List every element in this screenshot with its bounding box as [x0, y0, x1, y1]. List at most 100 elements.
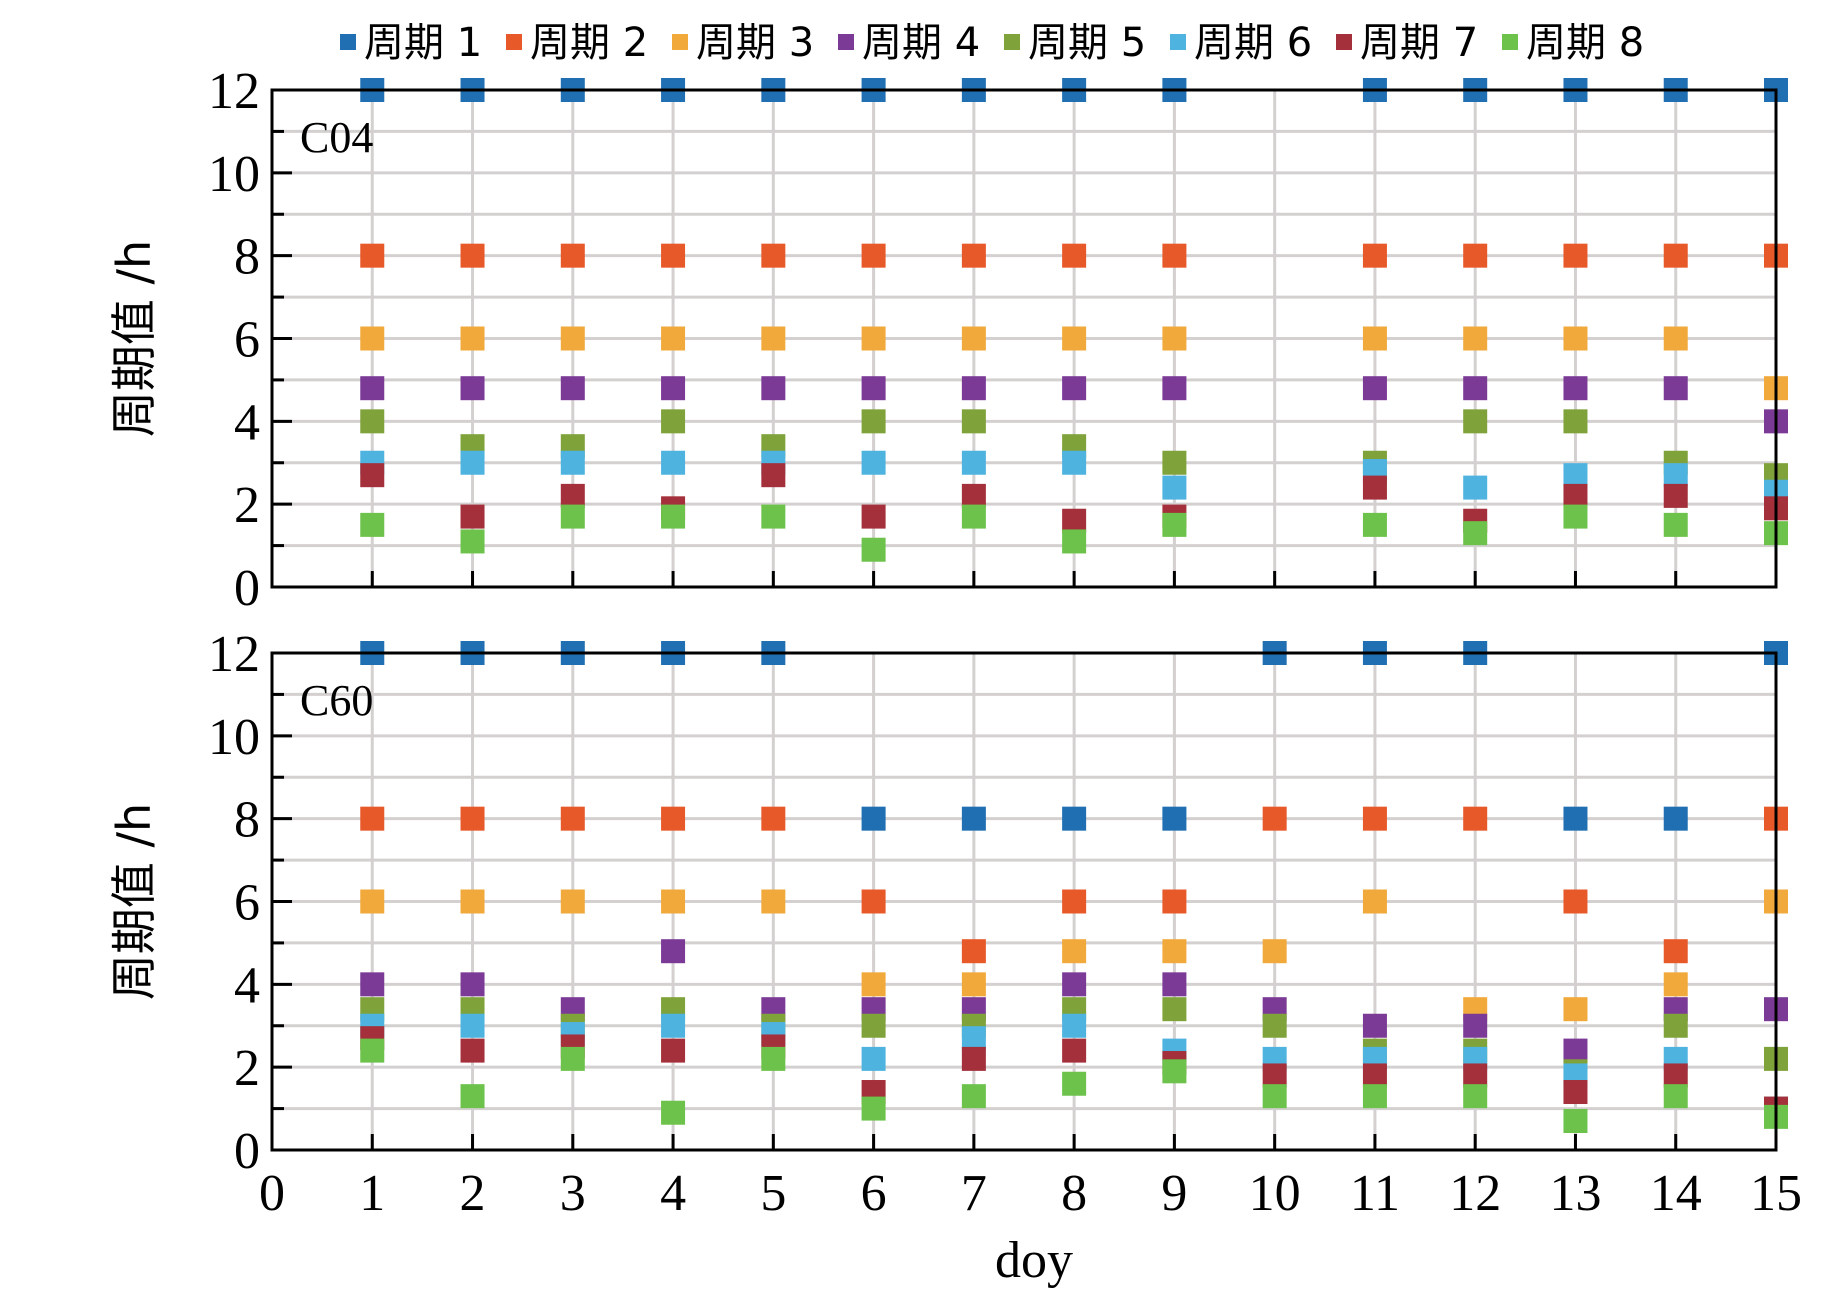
data-point [761, 806, 786, 831]
data-point [961, 504, 986, 529]
x-tick-label: 0 [259, 1165, 285, 1222]
legend-label: 周期 4 [862, 20, 980, 66]
x-tick-label: 8 [1061, 1165, 1087, 1222]
x-tick-label: 1 [359, 1165, 385, 1222]
data-point [861, 326, 886, 351]
data-point [861, 889, 886, 914]
x-tick-label: 11 [1350, 1165, 1400, 1222]
data-point [1062, 806, 1087, 831]
data-point [560, 326, 585, 351]
data-point [460, 376, 485, 401]
data-point [1262, 939, 1287, 964]
data-point [1663, 1084, 1688, 1109]
data-point [661, 889, 686, 914]
data-point [761, 243, 786, 268]
data-point [861, 409, 886, 434]
data-point [961, 450, 986, 475]
series-8 [360, 504, 1788, 562]
series-2 [360, 243, 1788, 268]
data-point [1663, 806, 1688, 831]
data-point [1362, 806, 1387, 831]
legend-label: 周期 6 [1194, 20, 1312, 66]
data-point [1563, 997, 1588, 1022]
panel-label: C04 [300, 113, 373, 162]
data-point [861, 1096, 886, 1121]
data-point [1062, 529, 1087, 554]
data-point [560, 450, 585, 475]
y-tick-label: 12 [208, 626, 260, 683]
y-tick-label: 6 [234, 875, 260, 932]
data-point [1463, 409, 1488, 434]
data-point [1162, 326, 1187, 351]
data-point [661, 1038, 686, 1063]
data-point [1362, 512, 1387, 537]
panels: 0 2 4 6 8 10 12 C04 周期值 /h 0 2 4 6 8 10 12 C60 周期值 /h [107, 63, 1788, 1180]
y-tick-label: 6 [234, 312, 260, 369]
data-point [761, 326, 786, 351]
legend-marker [1170, 34, 1186, 50]
series-3 [360, 889, 1788, 1022]
data-point [1463, 1084, 1488, 1109]
data-point [1162, 1059, 1187, 1084]
data-point [1563, 326, 1588, 351]
data-point [560, 504, 585, 529]
legend-label: 周期 7 [1360, 20, 1478, 66]
data-point [1563, 806, 1588, 831]
data-point [861, 537, 886, 562]
y-tick-label: 10 [208, 709, 260, 766]
data-point [1663, 972, 1688, 997]
data-point [861, 376, 886, 401]
legend-label: 周期 5 [1028, 20, 1146, 66]
data-point [1663, 243, 1688, 268]
data-point [460, 1038, 485, 1063]
x-tick-label: 6 [861, 1165, 887, 1222]
data-point [560, 1046, 585, 1071]
data-point [661, 504, 686, 529]
data-point [1062, 1071, 1087, 1096]
panel-c04: 0 2 4 6 8 10 12 C04 周期值 /h [107, 63, 1788, 617]
data-point [1663, 1013, 1688, 1038]
data-point [1362, 1013, 1387, 1038]
data-point [1362, 475, 1387, 500]
data-point [861, 1046, 886, 1071]
data-point [360, 409, 385, 434]
data-point [460, 806, 485, 831]
y-tick-label: 4 [234, 957, 260, 1014]
data-point [1563, 504, 1588, 529]
data-point [861, 972, 886, 997]
data-point [1162, 450, 1187, 475]
series-2 [360, 806, 1788, 964]
data-point [1463, 326, 1488, 351]
data-point [761, 889, 786, 914]
data-point [1062, 450, 1087, 475]
data-point [1162, 512, 1187, 537]
data-point [360, 463, 385, 488]
y-axis-title: 周期值 /h [107, 240, 161, 437]
data-point [1162, 997, 1187, 1022]
data-point [761, 376, 786, 401]
data-point [1463, 1063, 1488, 1088]
data-point [360, 889, 385, 914]
data-point [360, 972, 385, 997]
y-tick-label: 12 [208, 63, 260, 120]
data-point [861, 504, 886, 529]
data-point [460, 529, 485, 554]
data-point [1663, 939, 1688, 964]
data-point [560, 483, 585, 508]
data-point [460, 889, 485, 914]
data-point [1262, 1063, 1287, 1088]
data-point [1062, 889, 1087, 914]
data-point [1563, 889, 1588, 914]
x-tick-label: 2 [460, 1165, 486, 1222]
x-tick-label: 3 [560, 1165, 586, 1222]
legend-label: 周期 8 [1526, 20, 1644, 66]
data-point [661, 939, 686, 964]
data-point [1362, 1063, 1387, 1088]
data-point [1563, 1038, 1588, 1063]
data-point [661, 1100, 686, 1125]
legend-marker [1336, 34, 1352, 50]
data-point [661, 1013, 686, 1038]
data-point [961, 1026, 986, 1051]
data-point [961, 806, 986, 831]
panel-c60: 0 2 4 6 8 10 12 C60 周期值 /h [107, 626, 1788, 1180]
